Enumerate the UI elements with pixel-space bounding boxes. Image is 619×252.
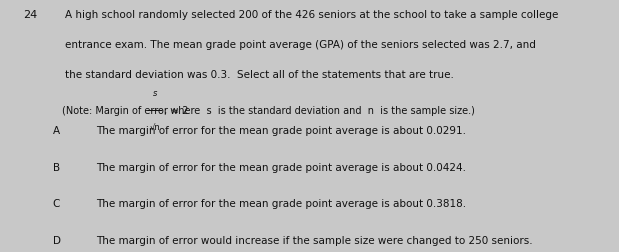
Text: A high school randomly selected 200 of the 426 seniors at the school to take a s: A high school randomly selected 200 of t… bbox=[65, 10, 558, 20]
Text: √n: √n bbox=[149, 123, 160, 132]
Text: The margin of error for the mean grade point average is about 0.0291.: The margin of error for the mean grade p… bbox=[96, 126, 466, 136]
Text: B: B bbox=[53, 163, 60, 173]
Text: The margin of error would increase if the sample size were changed to 250 senior: The margin of error would increase if th… bbox=[96, 236, 532, 246]
Text: (Note: Margin of error ≈ 2: (Note: Margin of error ≈ 2 bbox=[62, 106, 188, 116]
Text: the standard deviation was 0.3.  Select all of the statements that are true.: the standard deviation was 0.3. Select a… bbox=[65, 70, 454, 80]
Text: D: D bbox=[53, 236, 61, 246]
Text: , where  s  is the standard deviation and  n  is the sample size.): , where s is the standard deviation and … bbox=[164, 106, 475, 116]
Text: C: C bbox=[53, 199, 60, 209]
Text: s: s bbox=[152, 89, 157, 98]
Text: The margin of error for the mean grade point average is about 0.0424.: The margin of error for the mean grade p… bbox=[96, 163, 466, 173]
Text: entrance exam. The mean grade point average (GPA) of the seniors selected was 2.: entrance exam. The mean grade point aver… bbox=[65, 40, 536, 50]
Text: A: A bbox=[53, 126, 60, 136]
Text: The margin of error for the mean grade point average is about 0.3818.: The margin of error for the mean grade p… bbox=[96, 199, 466, 209]
Text: 24: 24 bbox=[24, 10, 38, 20]
